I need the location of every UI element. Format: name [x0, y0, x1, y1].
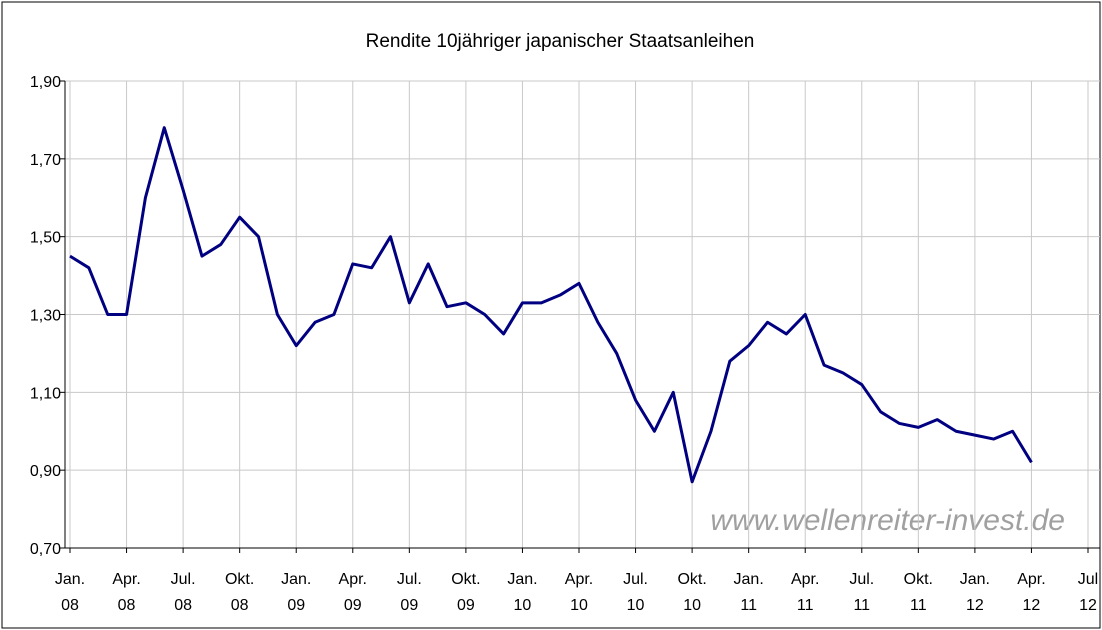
data-line	[69, 126, 1033, 484]
y-tick-label: 1,30	[30, 308, 61, 325]
x-tick-label: Jul. 09	[397, 571, 422, 614]
x-tick-label: Apr. 12	[1017, 571, 1045, 614]
chart-title: Rendite 10jähriger japanischer Staatsanl…	[366, 31, 755, 52]
x-tick-label: Jul. 10	[623, 571, 648, 614]
x-tick-label: Okt. 09	[451, 571, 480, 614]
x-tick-label: Jan. 08	[55, 571, 85, 614]
x-tick-label: Apr. 09	[339, 571, 367, 614]
x-tick-label: Apr. 08	[112, 571, 140, 614]
x-tick-label: Okt. 10	[677, 571, 706, 614]
x-tick-label: Okt. 11	[904, 571, 933, 614]
x-tick-label: Jul. 11	[849, 571, 874, 614]
y-tick-label: 1,50	[30, 230, 61, 247]
y-tick-label: 1,90	[30, 74, 61, 91]
watermark: www.wellenreiter-invest.de	[710, 504, 1065, 537]
x-tick-label: Apr. 11	[791, 571, 819, 614]
x-tick-label: Apr. 10	[565, 571, 593, 614]
x-tick-label: Jan. 10	[507, 571, 537, 614]
x-tick-label: Jul. 08	[171, 571, 196, 614]
x-tick-label: Jan. 09	[281, 571, 311, 614]
x-tick-label: Jan. 11	[734, 571, 764, 614]
y-tick-label: 1,70	[30, 152, 61, 169]
y-tick-label: 1,10	[30, 385, 61, 402]
y-tick-label: 0,90	[30, 463, 61, 480]
x-tick-label: Jan. 12	[960, 571, 990, 614]
x-tick-label: Okt. 08	[225, 571, 254, 614]
y-tick-label: 0,70	[30, 541, 61, 558]
x-tick-label: Jul 12	[1078, 571, 1098, 614]
